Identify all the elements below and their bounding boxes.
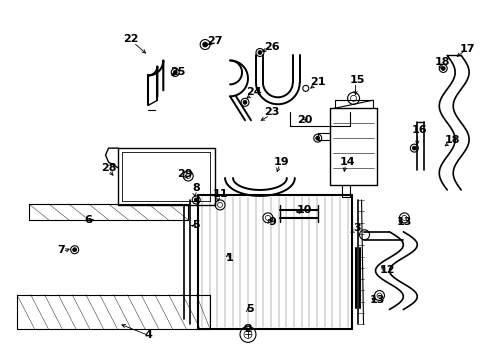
- Text: 10: 10: [297, 205, 312, 215]
- Text: 23: 23: [264, 107, 279, 117]
- Text: 27: 27: [207, 36, 223, 46]
- Text: 26: 26: [264, 41, 279, 51]
- Circle shape: [411, 146, 415, 150]
- Text: 16: 16: [411, 125, 426, 135]
- Text: 8: 8: [192, 183, 200, 193]
- Text: 24: 24: [245, 87, 261, 97]
- Text: 20: 20: [297, 115, 312, 125]
- Text: 17: 17: [458, 44, 474, 54]
- Circle shape: [258, 50, 262, 54]
- Text: 22: 22: [122, 33, 138, 44]
- Circle shape: [73, 248, 77, 252]
- Text: 14: 14: [339, 157, 355, 167]
- Text: 15: 15: [349, 75, 365, 85]
- Text: 18: 18: [434, 58, 449, 67]
- Circle shape: [173, 71, 177, 75]
- Text: 7: 7: [57, 245, 64, 255]
- Text: 19: 19: [273, 157, 289, 167]
- Text: 4: 4: [144, 330, 152, 341]
- Text: 5: 5: [192, 220, 200, 230]
- Text: 11: 11: [212, 189, 227, 199]
- Text: 2: 2: [244, 324, 251, 334]
- Text: 5: 5: [245, 305, 253, 315]
- Text: 18: 18: [444, 135, 459, 145]
- Text: 13: 13: [396, 217, 411, 227]
- Circle shape: [202, 42, 207, 47]
- Text: 3: 3: [353, 223, 361, 233]
- Circle shape: [194, 198, 198, 202]
- Text: 12: 12: [379, 265, 394, 275]
- Text: 1: 1: [226, 253, 233, 263]
- Text: 9: 9: [267, 217, 275, 227]
- Text: 21: 21: [309, 77, 325, 87]
- Text: 25: 25: [170, 67, 185, 77]
- Text: 13: 13: [369, 294, 385, 305]
- Text: 29: 29: [177, 169, 193, 179]
- Text: 6: 6: [84, 215, 92, 225]
- Circle shape: [440, 67, 444, 71]
- Circle shape: [315, 136, 319, 140]
- Circle shape: [243, 100, 246, 104]
- Text: 28: 28: [101, 163, 116, 173]
